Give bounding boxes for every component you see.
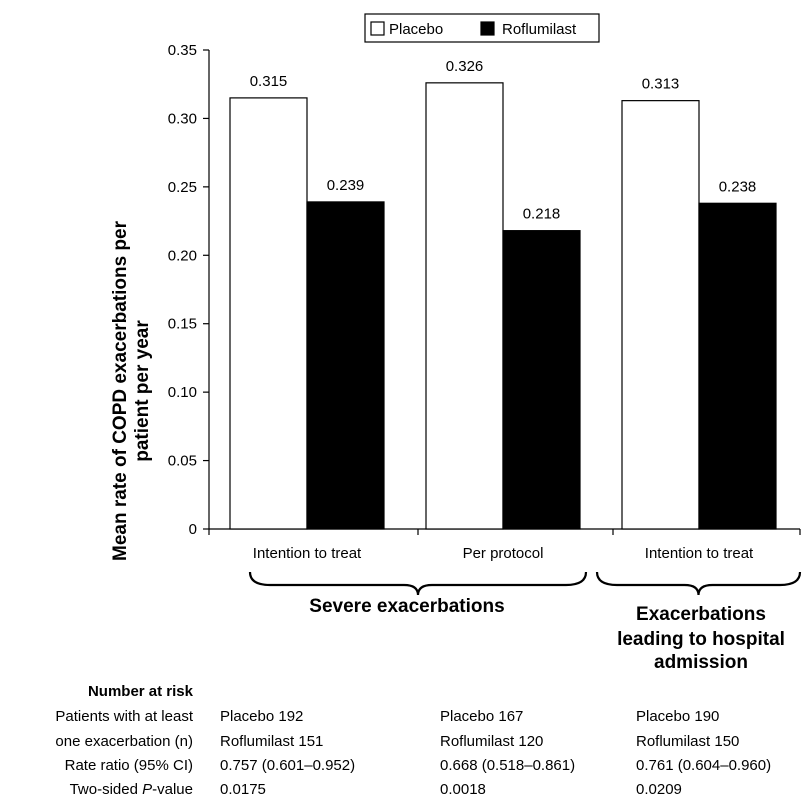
col3-p-value: 0.0209 — [636, 781, 682, 798]
data-labels: 0.315 0.239 0.326 0.218 0.313 0.238 — [250, 58, 757, 223]
y-tick-label: 0.05 — [168, 453, 197, 470]
y-tick-label: 0.35 — [168, 42, 197, 59]
row-label-p-value: Two-sided P-value — [69, 781, 193, 798]
legend: Placebo Roflumilast — [364, 13, 600, 43]
legend-label-placebo: Placebo — [389, 21, 443, 38]
bar-placebo-3 — [621, 100, 700, 530]
category-label-1: Intention to treat — [253, 545, 362, 562]
col2-rate-ratio: 0.668 (0.518–0.861) — [440, 757, 576, 774]
bar-roflumilast-3 — [698, 202, 777, 530]
legend-label-roflumilast: Roflumilast — [502, 21, 577, 38]
y-tick-label: 0 — [189, 521, 197, 538]
category-label-3: Intention to treat — [645, 545, 754, 562]
bar-chart: Placebo Roflumilast Mean rate of COPD ex… — [110, 13, 802, 670]
y-axis-title-line-1: Mean rate of COPD exacerbations per — [110, 220, 131, 561]
data-label-placebo-1: 0.315 — [250, 73, 288, 90]
group-label-severe: Severe exacerbations — [309, 596, 504, 617]
table-title: Number at risk — [87, 683, 193, 700]
bar-roflumilast-2 — [502, 230, 581, 530]
group-label-hospital-line-1: Exacerbations — [636, 604, 766, 625]
y-tick-label: 0.20 — [168, 247, 197, 264]
legend-swatch-roflumilast — [480, 21, 495, 36]
data-label-roflumilast-1: 0.239 — [327, 177, 365, 194]
col3-rate-ratio: 0.761 (0.604–0.960) — [636, 757, 772, 774]
y-tick-label: 0.25 — [168, 179, 197, 196]
col3-placebo: Placebo 190 — [636, 708, 720, 725]
row-label-patients-2: one exacerbation (n) — [55, 733, 193, 750]
bars — [229, 82, 777, 530]
legend-swatch-placebo — [370, 21, 385, 36]
brace-severe-exacerbations — [248, 571, 588, 596]
y-axis-title-line-2: patient per year — [132, 320, 153, 462]
bar-roflumilast-1 — [306, 201, 385, 530]
brace-hospital-admission — [595, 571, 802, 596]
category-label-2: Per protocol — [463, 545, 544, 562]
y-tick-label: 0.15 — [168, 316, 197, 333]
group-label-hospital-line-3: admission — [654, 652, 748, 670]
data-label-placebo-2: 0.326 — [446, 58, 484, 75]
y-tick-label: 0.10 — [168, 384, 197, 401]
col3-roflumilast: Roflumilast 150 — [636, 733, 740, 750]
col2-roflumilast: Roflumilast 120 — [440, 733, 544, 750]
row-label-patients-1: Patients with at least — [55, 708, 193, 725]
row-label-rate-ratio: Rate ratio (95% CI) — [64, 757, 193, 774]
col1-roflumilast: Roflumilast 151 — [220, 733, 324, 750]
col2-p-value: 0.0018 — [440, 781, 486, 798]
p-italic: P — [142, 781, 153, 798]
col2-placebo: Placebo 167 — [440, 708, 524, 725]
data-label-placebo-3: 0.313 — [642, 76, 680, 93]
col1-placebo: Placebo 192 — [220, 708, 304, 725]
data-label-roflumilast-3: 0.238 — [719, 178, 757, 195]
group-label-hospital-line-2: leading to hospital — [617, 629, 785, 650]
y-tick-label: 0.30 — [168, 110, 197, 127]
col1-p-value: 0.0175 — [220, 781, 266, 798]
data-label-roflumilast-2: 0.218 — [523, 206, 561, 223]
group-braces — [248, 571, 802, 596]
col1-rate-ratio: 0.757 (0.601–0.952) — [220, 757, 356, 774]
bar-placebo-1 — [229, 97, 308, 530]
bar-placebo-2 — [425, 82, 504, 530]
